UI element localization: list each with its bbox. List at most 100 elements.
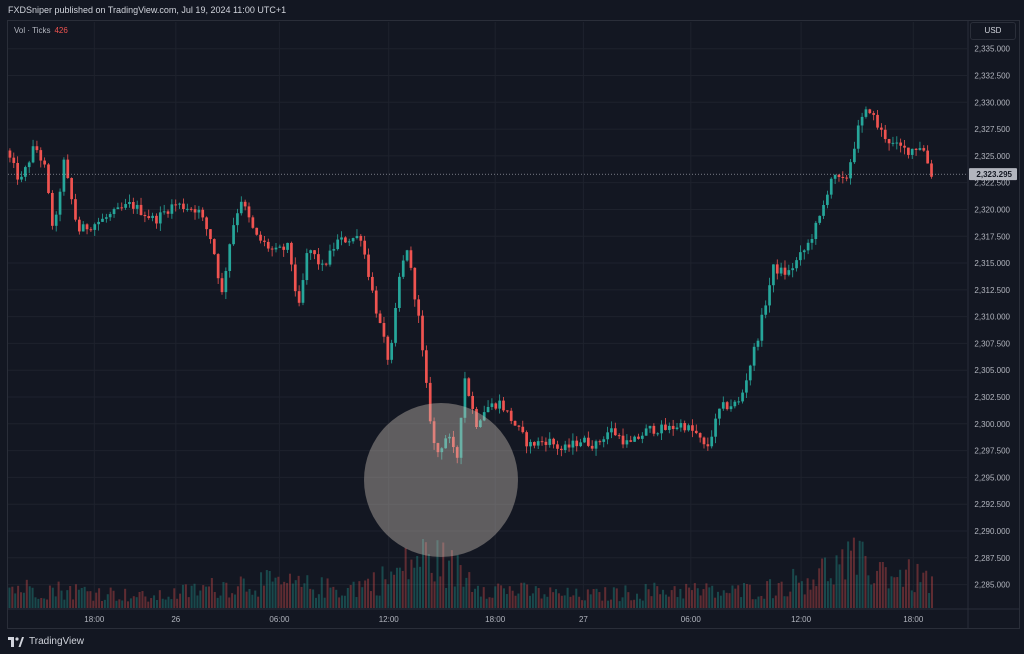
volume-bar [526,584,529,608]
candle-body [324,263,328,265]
volume-bar [210,578,213,608]
volume-bar [118,599,121,608]
candle-body [297,291,301,303]
candle-body [768,285,771,306]
volume-bar [604,587,607,608]
volume-bar [312,589,315,608]
volume-bar [896,577,899,608]
volume-bar [832,584,835,608]
candle-body [85,224,89,230]
volume-bar [393,574,396,608]
candle-body [120,207,124,209]
volume-bar [482,587,485,608]
price-tick-label: 2,295.000 [974,473,1010,482]
candle-body [367,254,370,277]
candle-body [139,204,143,216]
volume-bar [245,591,248,608]
candle-body [490,403,494,407]
volume-bar [742,582,746,608]
price-tick-label: 2,335.000 [974,45,1010,54]
candle-body [529,442,532,447]
volume-bar [618,601,621,608]
candle-body [355,235,359,239]
volume-bar [358,581,361,608]
volume-bar [581,600,584,608]
candle-body [27,162,31,168]
volume-bar [236,586,239,608]
published-text: FXDSniper published on TradingView.com, … [8,5,287,15]
volume-bar [566,587,569,608]
candle-body [290,242,293,265]
volume-bar [43,598,46,608]
candle-body [610,428,613,433]
volume-bar [549,587,552,608]
candle-body [494,403,498,409]
volume-bar [502,588,505,608]
candle-body [101,218,104,222]
candle-body [536,441,540,446]
volume-bar [170,599,173,608]
candle-body [567,444,571,448]
volume-bar [306,575,309,608]
volume-bar [873,583,876,608]
volume-bar [870,584,873,608]
price-tick-label: 2,305.000 [974,366,1010,375]
candle-body [783,267,787,275]
candle-body [251,217,255,228]
volume-bar [662,589,665,608]
volume-bar [667,596,670,608]
candle-body [482,412,486,421]
volume-bar [135,597,138,608]
candle-body [876,114,879,128]
volume-bar [754,599,757,608]
price-tick-label: 2,297.500 [974,447,1010,456]
price-tick-label: 2,322.500 [974,179,1010,188]
volume-bar [676,597,679,608]
candle-body [509,410,513,421]
candle-body [656,433,660,435]
volume-bar [615,588,618,608]
candle-body [382,322,386,337]
volume-bar [552,592,555,608]
volume-legend: Vol · Ticks 426 [14,26,68,35]
candle-body [802,250,806,253]
volume-bar [769,579,772,608]
volume-bar [523,582,526,608]
volume-bar [462,586,465,608]
time-tick-label: 18:00 [903,615,924,624]
tradingview-brand[interactable]: TradingView [8,636,84,647]
time-tick-label: 06:00 [681,615,702,624]
candle-body [104,217,108,219]
currency-button[interactable]: USD [970,22,1016,40]
volume-bar [887,588,890,608]
candle-body [459,417,463,458]
volume-bar [708,587,711,608]
volume-bar [867,575,870,608]
candle-body [918,148,922,150]
volume-bar [257,596,260,608]
price-tick-label: 2,307.500 [974,339,1010,348]
volume-bar [450,550,453,608]
candle-body [702,437,706,445]
volume-bar [199,590,202,608]
volume-bar [705,583,708,608]
candle-body [390,342,394,360]
candle-body [806,242,810,251]
volume-bar [563,595,566,608]
volume-bar [904,569,907,608]
candle-body [43,160,46,165]
candle-body [579,442,582,447]
publish-header: FXDSniper published on TradingView.com, … [0,0,1024,20]
volume-bar [323,597,326,608]
candle-body [748,365,752,381]
volume-bar [190,585,193,608]
volume-bar [494,586,497,608]
time-tick-label: 26 [171,615,180,624]
volume-bar [314,597,318,608]
price-axis: 2,335.000 2,332.500 2,330.000 2,327.500 2,32… [974,45,1010,590]
volume-bar [809,589,812,608]
candle-body [278,246,282,248]
brand-name: TradingView [29,636,85,647]
volume-bar [852,537,855,608]
